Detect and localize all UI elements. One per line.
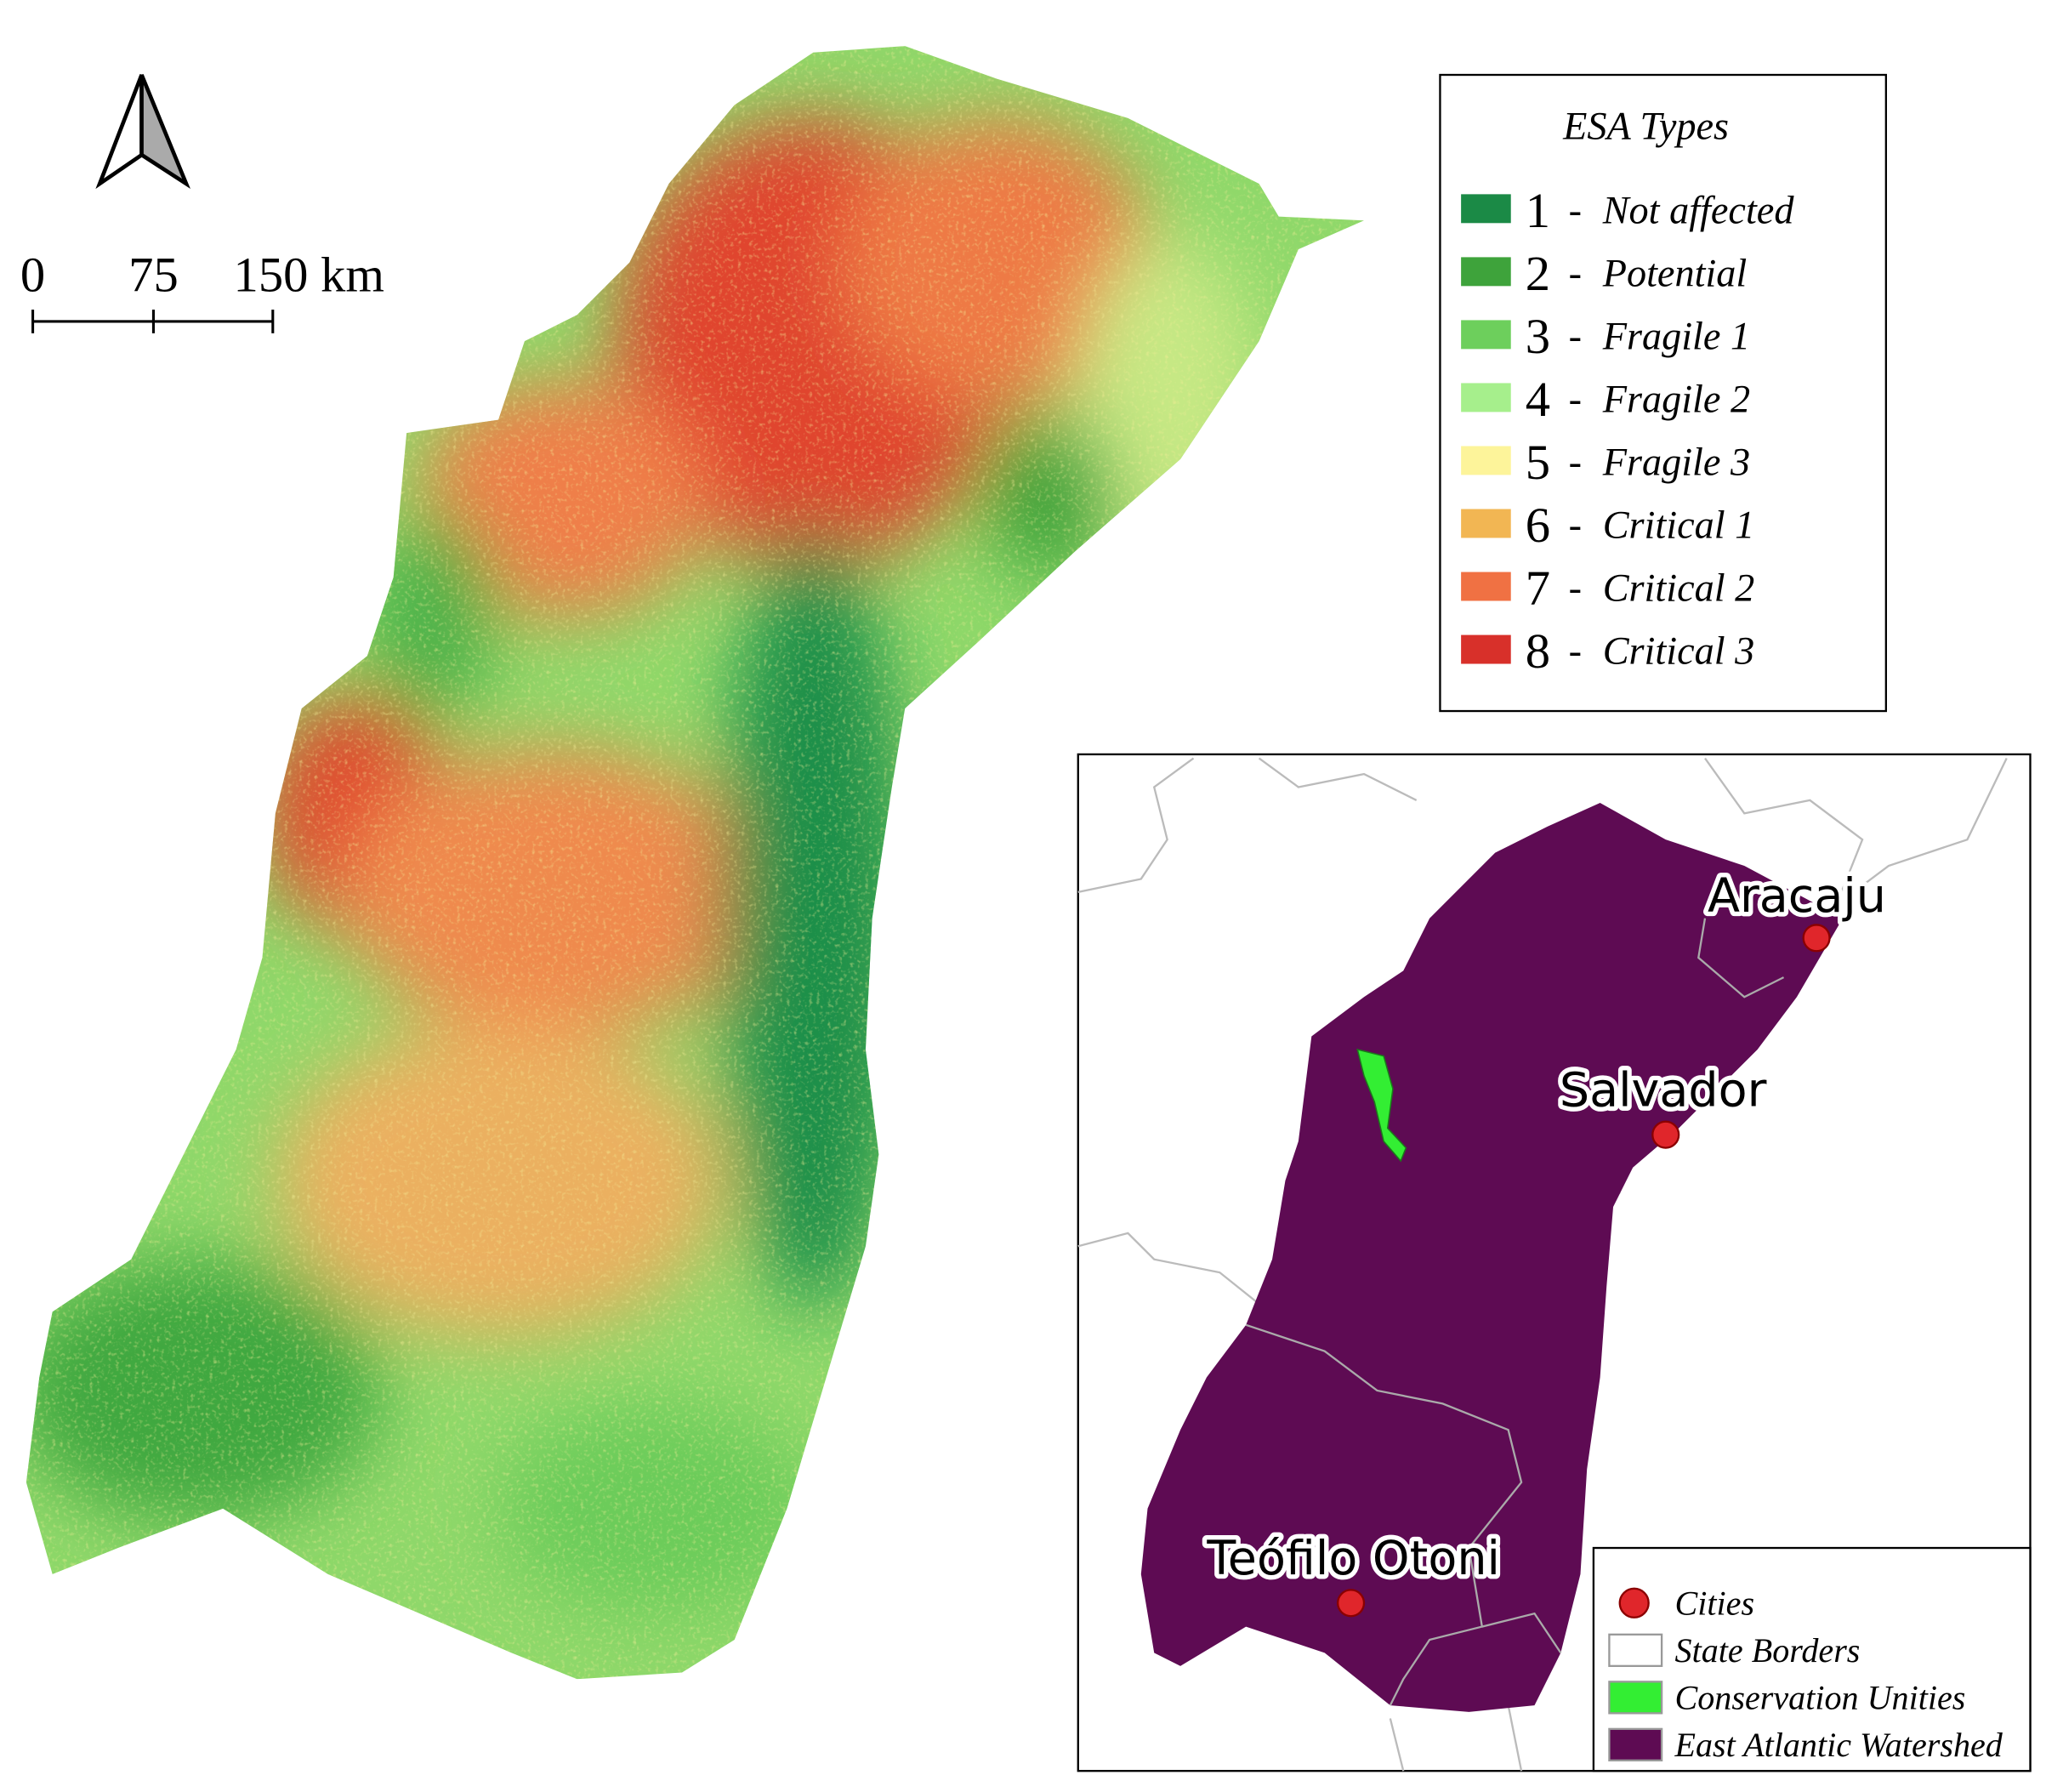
inset-legend-symbol [1608,1633,1663,1667]
legend-separator: - [1569,315,1582,358]
inset-legend-label: Conservation Unities [1675,1679,1966,1717]
legend-label: Critical 2 [1603,566,1755,610]
watershed [1140,802,1843,1712]
legend-label: Critical 3 [1603,630,1755,674]
inset-legend-symbol [1608,1681,1663,1715]
legend-label: Critical 1 [1603,503,1755,547]
legend-swatch [1461,509,1511,538]
inner-borders [1245,918,1785,1706]
legend-separator: - [1569,189,1582,232]
legend-separator: - [1569,378,1582,421]
inset-legend: Cities State Borders Conservation Unities E… [1592,1546,2032,1772]
inset-legend-label: Cities [1675,1584,1755,1623]
legend-label: Potential [1602,252,1748,295]
legend-swatch [1461,572,1511,601]
legend-code: 8 [1526,623,1550,679]
scale-bar: 0 75 150 km [20,247,384,333]
legend-swatch [1461,194,1511,224]
inset-legend-symbol [1608,1727,1663,1762]
legend-code: 2 [1526,246,1550,301]
scale-label: 75 [128,247,179,302]
city-label: Salvador [1560,1062,1767,1118]
legend-separator: - [1569,630,1582,674]
legend-swatch [1461,446,1511,475]
inset-legend-label: State Borders [1675,1631,1861,1670]
legend-separator: - [1569,503,1582,547]
legend-code: 3 [1526,309,1550,364]
legend-swatch [1461,383,1511,412]
legend-separator: - [1569,566,1582,610]
legend-code: 6 [1526,498,1550,553]
legend-label: Fragile 1 [1602,315,1750,358]
legend-code: 7 [1526,560,1550,616]
legend-frame [1439,73,1887,713]
inset-map: Aracaju Salvador Teófilo Otoni Cities State… [1077,753,2032,1772]
legend-code: 4 [1526,372,1550,427]
legend-code: 1 [1526,183,1550,238]
city-marker [1651,1120,1680,1149]
city-marker [1336,1589,1366,1618]
inset-legend-symbol [1618,1587,1650,1618]
state-borders [1077,757,2008,1772]
legend-label: Fragile 3 [1602,441,1750,484]
legend-separator: - [1569,441,1582,484]
conservation-unit [1356,1048,1407,1163]
legend-swatch [1461,257,1511,287]
scale-label: 0 [20,247,45,302]
inset-legend-frame [1592,1546,2032,1772]
city-label: Teófilo Otoni [1206,1531,1500,1586]
legend-label: Fragile 2 [1602,378,1750,421]
city-label: Aracaju [1708,868,1886,924]
legend-swatch [1461,320,1511,350]
north-arrow [95,74,190,190]
legend-swatch [1461,634,1511,664]
legend-label: Not affected [1602,189,1795,232]
inset-legend-label: East Atlantic Watershed [1674,1726,2003,1764]
legend-code: 5 [1526,435,1550,490]
legend-title: ESA Types [1562,105,1729,149]
scale-label: 150 km [234,247,384,302]
city-marker [1802,924,1831,953]
legend-separator: - [1569,252,1582,295]
